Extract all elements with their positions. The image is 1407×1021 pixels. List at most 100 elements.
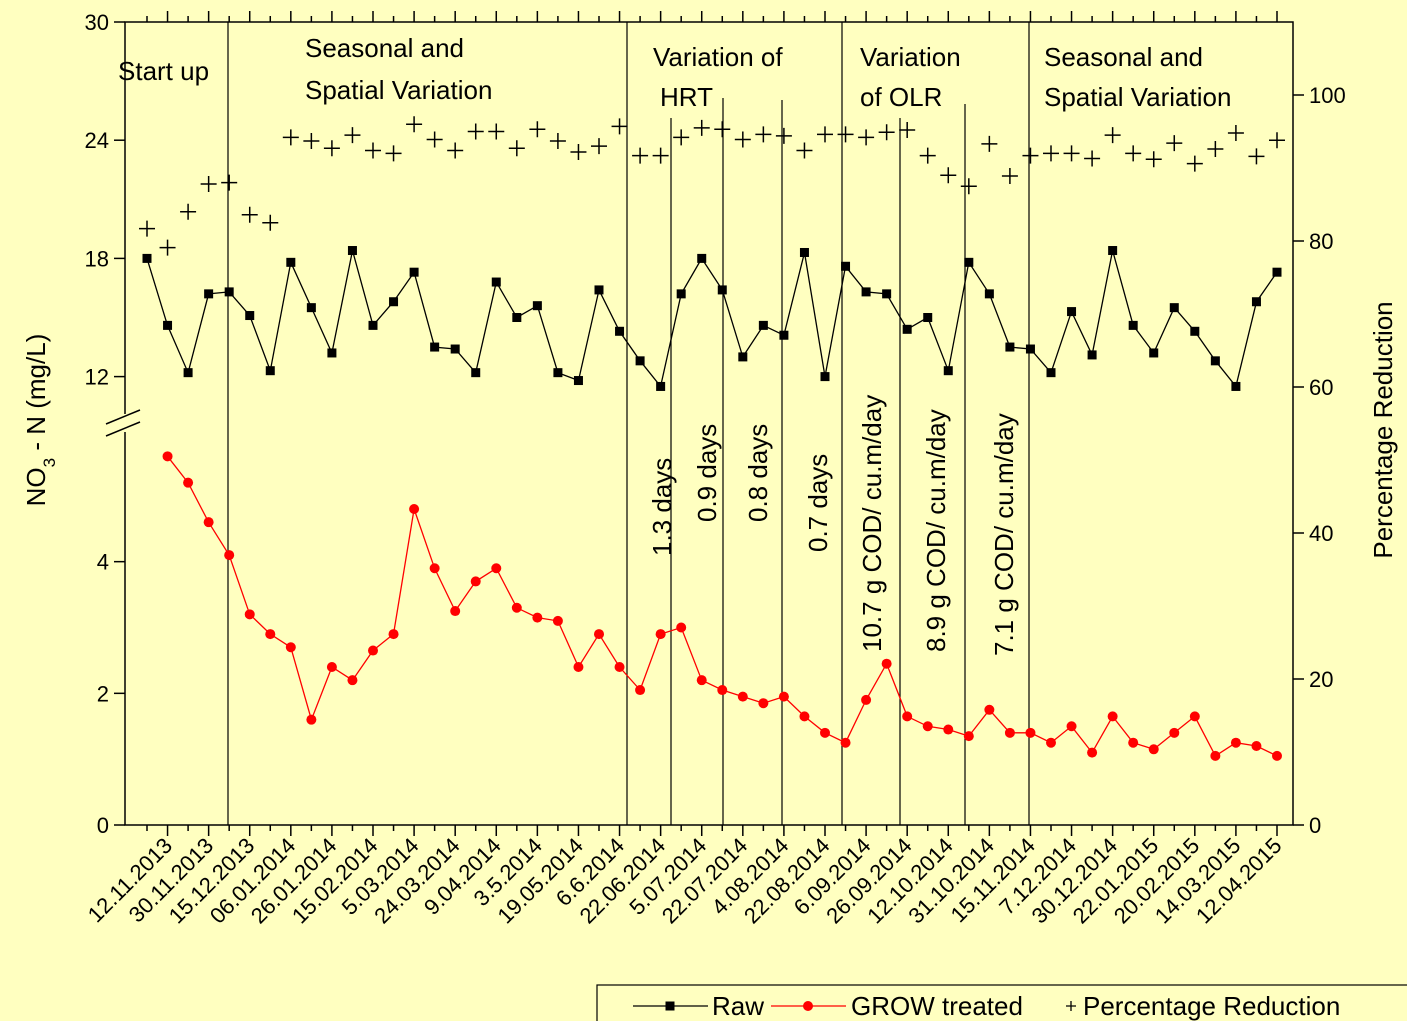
marker [426,131,443,148]
y-tick-label: 24 [85,128,109,153]
y-title-subscript: 3 [40,458,59,467]
marker [368,320,378,330]
marker [1230,737,1241,748]
marker [389,297,399,307]
marker [532,301,542,311]
legend-marker [665,1001,675,1011]
y2-tick-label: 60 [1309,375,1333,400]
marker [553,368,563,378]
marker [303,132,320,149]
marker [1227,124,1244,141]
marker [1207,141,1224,158]
phase-label: Variation [860,42,961,72]
marker [775,127,792,144]
y-tick-label: 12 [85,365,109,390]
marker [676,622,687,633]
marker [820,727,830,738]
phase-label: HRT [660,82,713,112]
marker [306,714,317,725]
marker [1104,127,1121,144]
marker [224,287,234,297]
marker [552,615,563,626]
marker [960,178,977,195]
marker [632,147,649,164]
marker [738,352,748,362]
y-tick-label: 30 [85,10,109,35]
marker [796,142,813,159]
legend-label: Percentage Reduction [1083,991,1340,1021]
axis-break [105,409,141,437]
marker [1189,711,1200,722]
marker [200,176,217,193]
marker [1046,737,1056,748]
phase-label: Spatial Variation [1044,82,1231,112]
marker [696,675,707,686]
marker [450,344,460,354]
marker [347,675,358,686]
marker [943,724,954,735]
marker [840,737,851,748]
marker [799,711,810,722]
marker [245,311,255,321]
y-tick-label: 0 [97,813,109,838]
marker [923,313,933,322]
marker [1066,721,1077,732]
marker [1004,727,1015,738]
marker [573,376,583,386]
condition-label: 0.7 days [803,454,833,552]
condition-label: 0.8 days [743,424,773,522]
y2-tick-label: 40 [1309,521,1333,546]
marker [347,246,357,256]
marker [368,645,378,656]
marker [491,277,501,287]
marker [244,609,255,620]
marker [1166,135,1183,152]
phase-label: Spatial Variation [305,75,492,105]
marker [922,721,933,732]
marker [139,220,155,237]
marker [981,135,998,152]
marker [861,287,871,297]
marker [1269,132,1285,149]
marker [1125,145,1142,162]
marker [635,685,646,696]
marker [265,629,276,640]
marker [1210,356,1220,366]
marker [635,356,645,366]
marker [1107,711,1118,722]
break-mark [105,409,141,425]
marker [159,239,176,256]
marker [204,289,214,299]
marker [1169,303,1179,313]
marker [1025,727,1036,738]
y-tick-label: 18 [85,246,109,271]
marker [1084,150,1101,167]
marker [1022,147,1039,164]
marker [491,563,502,574]
marker [344,127,361,144]
marker [902,711,913,722]
marker [306,303,316,313]
marker [1005,342,1015,352]
marker [882,289,892,299]
marker [327,348,337,358]
marker [963,731,974,742]
marker [262,214,279,231]
marker [1128,737,1139,748]
marker [755,126,772,143]
marker [224,550,235,561]
marker [734,131,751,148]
marker [1046,368,1056,378]
marker [265,366,275,376]
phase-label: Start up [118,56,209,86]
legend-label: Raw [712,991,764,1021]
marker [655,629,666,640]
marker [737,691,748,702]
marker [594,629,604,640]
marker [964,257,974,267]
marker [1251,297,1261,307]
marker [183,368,193,378]
marker [1231,381,1241,391]
marker [1087,350,1097,360]
condition-label: 0.9 days [692,424,722,522]
